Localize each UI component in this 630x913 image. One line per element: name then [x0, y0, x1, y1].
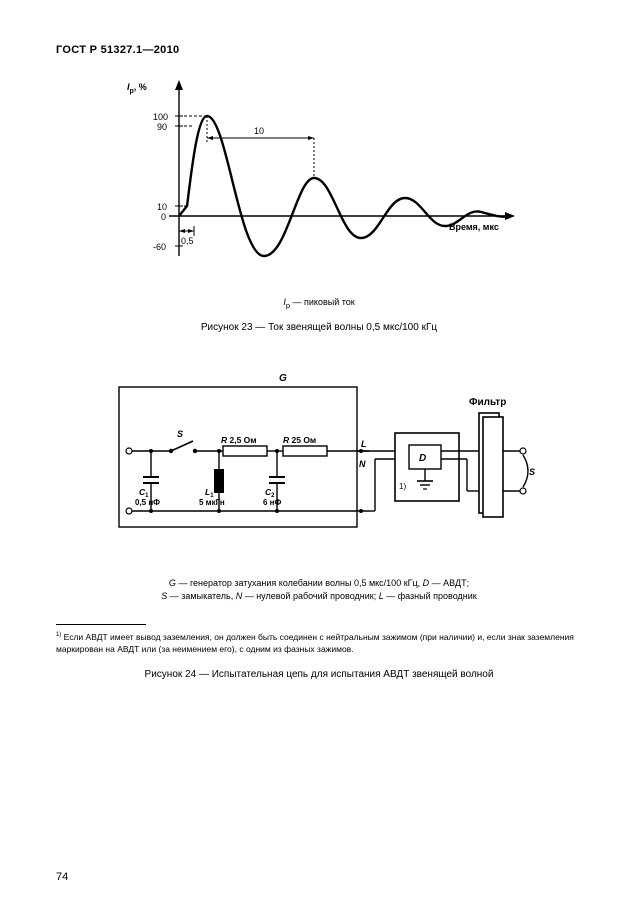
svg-text:S: S	[529, 467, 535, 477]
svg-text:D: D	[419, 453, 426, 464]
svg-text:5 мкГн: 5 мкГн	[199, 498, 225, 507]
svg-text:6 нФ: 6 нФ	[263, 498, 282, 507]
figure-23-subcaption: Ip — пиковый ток	[56, 297, 582, 310]
ytick-0: 0	[161, 212, 166, 222]
figure-24-legend: G — генератор затухания колебании волны …	[56, 577, 582, 604]
svg-text:L: L	[361, 439, 367, 449]
ytick-m60: -60	[153, 242, 166, 252]
axis-x-label: Время, мкс	[449, 222, 499, 232]
footnote-separator	[56, 624, 146, 625]
svg-text:Ip, %: Ip, %	[127, 82, 147, 95]
figure-23: Ip, % 100 90 10 0 -60 Время, мкс 0,5 10	[56, 66, 582, 333]
svg-text:1): 1)	[399, 482, 406, 491]
figure-23-chart: Ip, % 100 90 10 0 -60 Время, мкс 0,5 10	[109, 66, 529, 286]
label-filter: Фильтр	[469, 397, 506, 408]
svg-text:N: N	[359, 459, 366, 469]
page-header: ГОСТ Р 51327.1—2010	[56, 44, 582, 56]
label-G: G	[279, 373, 287, 384]
ytick-10: 10	[157, 202, 167, 212]
figure-23-caption: Рисунок 23 — Ток звенящей волны 0,5 мкс/…	[56, 322, 582, 333]
ytick-90: 90	[157, 122, 167, 132]
ytick-100: 100	[153, 112, 168, 122]
dim-10: 10	[254, 126, 264, 136]
label-S: S	[177, 429, 183, 439]
label-R1: R 2,5 Ом	[221, 435, 257, 445]
xtick-0-5: 0,5	[181, 236, 194, 246]
figure-24-caption: Рисунок 24 — Испытательная цепь для испы…	[56, 669, 582, 680]
wave-curve	[179, 116, 509, 256]
svg-text:0,5 нФ: 0,5 нФ	[135, 498, 160, 507]
footnote: 1) Если АВДТ имеет вывод заземления, он …	[56, 631, 582, 656]
page-number: 74	[56, 871, 68, 883]
label-R2: R 25 Ом	[283, 435, 316, 445]
figure-24-circuit: G S R 2,5 Ом R 25 Ом	[99, 361, 539, 556]
figure-24: G S R 2,5 Ом R 25 Ом	[56, 361, 582, 604]
